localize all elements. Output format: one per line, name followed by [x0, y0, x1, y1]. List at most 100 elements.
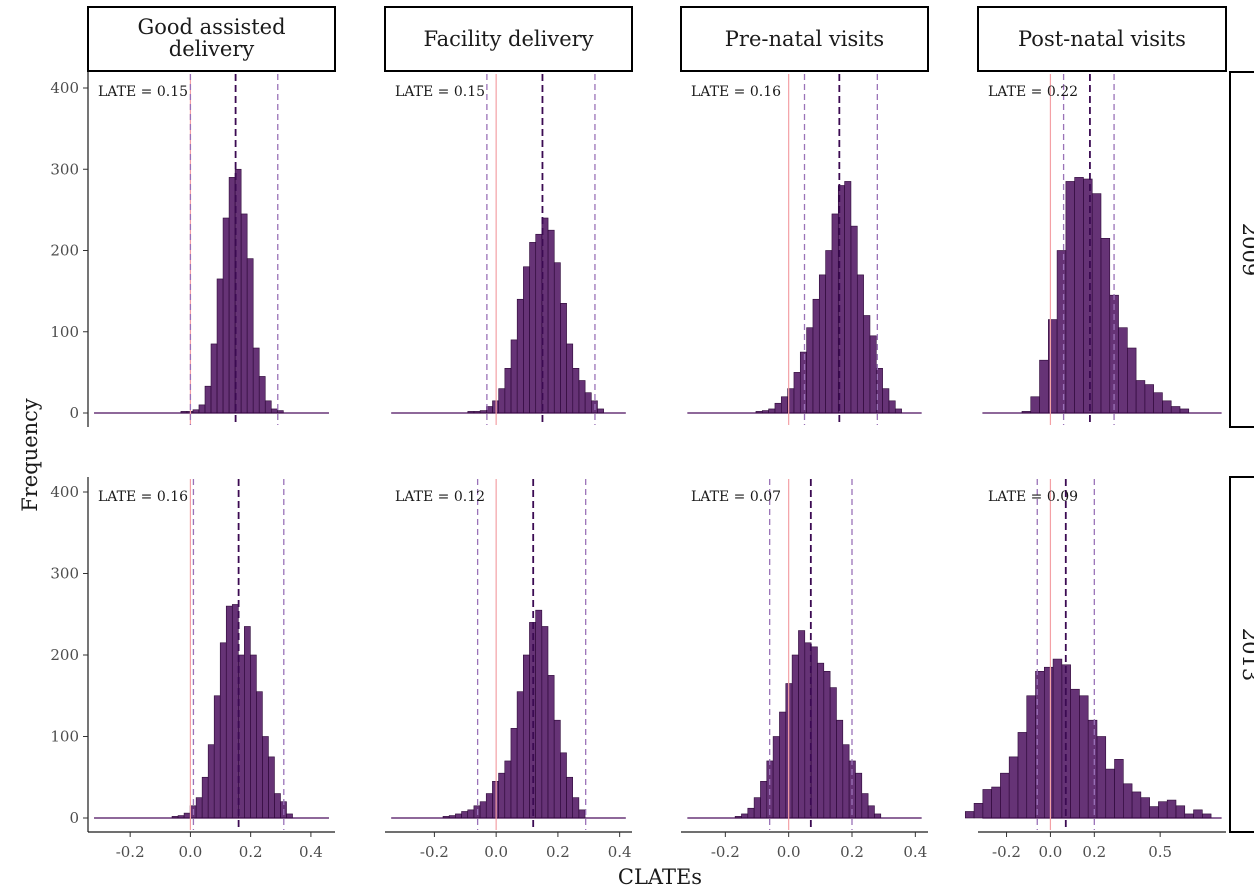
row-strip-box — [1229, 71, 1254, 428]
y-tick-label: 200 — [50, 646, 79, 664]
x-tick-label: 0.4 — [299, 843, 323, 861]
panel: LATE = 0.16 — [94, 479, 329, 830]
histogram-bar — [973, 803, 984, 819]
column-strip-box — [87, 6, 336, 72]
histogram-bar — [262, 736, 269, 819]
histogram-bar — [888, 400, 896, 414]
histogram-bar — [774, 402, 782, 414]
late-label: LATE = 0.07 — [691, 489, 781, 505]
histogram-bar — [817, 662, 825, 819]
y-tick-label: 400 — [50, 79, 79, 97]
histogram-bar — [485, 793, 493, 819]
histogram-bar — [246, 258, 254, 414]
histogram-bar — [1096, 736, 1107, 819]
histogram-bar — [498, 772, 506, 819]
histogram-bar — [1065, 181, 1075, 414]
histogram-bar — [201, 776, 209, 819]
histogram-bar — [1008, 756, 1019, 819]
histogram-bar — [566, 343, 574, 414]
histogram-bar — [274, 793, 281, 819]
histogram-bar — [1091, 193, 1102, 414]
x-tick-label: 0.0 — [484, 843, 508, 861]
histogram-bar — [504, 760, 512, 819]
x-tick-label: 0.2 — [546, 843, 570, 861]
y-tick-label: 0 — [69, 809, 79, 827]
y-tick-label: 300 — [50, 565, 79, 583]
y-axis-title: Frequency — [18, 398, 42, 512]
x-axis-title: CLATEs — [618, 865, 702, 889]
histogram-bar — [991, 786, 1001, 819]
histogram-bar — [867, 805, 875, 819]
late-label: LATE = 0.12 — [395, 489, 485, 505]
histogram-bar — [219, 642, 227, 819]
row-strip-label: 2013 — [1238, 628, 1254, 681]
x-tick-label: 0.0 — [178, 843, 202, 861]
histogram-bar — [964, 811, 975, 819]
histogram-bar — [1026, 695, 1036, 819]
x-tick-label: 0.0 — [1038, 843, 1062, 861]
histogram-bar — [861, 793, 869, 819]
x-tick-label: 0.2 — [239, 843, 263, 861]
histogram-bar — [779, 711, 787, 819]
histogram-bar — [213, 695, 221, 819]
histogram-bar — [286, 813, 293, 819]
histogram-bar — [1021, 411, 1032, 414]
histogram-bar — [780, 396, 788, 414]
x-tick-label: -0.2 — [992, 843, 1021, 861]
histogram-bar — [572, 368, 580, 414]
late-label: LATE = 0.15 — [98, 84, 188, 100]
x-tick-label: 0.0 — [777, 843, 801, 861]
column-strip-label: Pre-natal visits — [725, 27, 884, 51]
x-tick-label: 0.4 — [903, 843, 927, 861]
late-label: LATE = 0.09 — [988, 489, 1078, 505]
histogram-bar — [264, 400, 272, 414]
histogram-bar — [1131, 791, 1142, 819]
histogram-bar — [192, 409, 200, 414]
histogram-bar — [734, 816, 742, 819]
histogram-bar — [492, 781, 499, 819]
histogram-bar — [180, 411, 188, 414]
histogram-bar — [869, 335, 877, 414]
histogram-bar — [1017, 732, 1028, 819]
histogram-bar — [753, 797, 761, 819]
histogram-bar — [1127, 347, 1137, 414]
histogram-bar — [258, 376, 266, 414]
histogram-bar — [541, 626, 549, 819]
column-strip-box — [977, 6, 1227, 72]
histogram-bar — [578, 380, 586, 414]
histogram-bar — [467, 411, 475, 414]
column-strip-box — [384, 6, 633, 72]
panel: LATE = 0.22 — [982, 74, 1222, 425]
histogram-bar — [844, 181, 852, 414]
histogram-bar — [250, 654, 257, 819]
histogram-bar — [855, 772, 863, 819]
histogram-bar — [516, 298, 524, 414]
histogram-bar — [1193, 809, 1203, 819]
histogram-bar — [252, 347, 260, 414]
histogram-bar — [812, 298, 820, 414]
histogram-bar — [1140, 797, 1150, 819]
column-strip-label-line: Good assisted — [137, 15, 285, 39]
histogram-bar — [198, 404, 206, 414]
histogram-bar — [1118, 327, 1128, 414]
histogram-bar — [268, 756, 275, 819]
y-tick-label: 0 — [69, 404, 79, 422]
histogram-bar — [183, 812, 191, 819]
histogram-bar — [755, 411, 763, 414]
panel: LATE = 0.07 — [687, 479, 922, 830]
histogram-bar — [522, 654, 530, 819]
y-tick-label: 300 — [50, 160, 79, 178]
histogram-bar — [448, 815, 456, 819]
x-tick-label: 0.2 — [840, 843, 864, 861]
histogram-bar — [171, 816, 179, 819]
histogram-bar — [1114, 759, 1124, 819]
histogram-bar — [1123, 783, 1133, 819]
histogram-bar — [982, 789, 992, 819]
histogram-bar — [535, 609, 543, 819]
histogram-bar — [225, 605, 233, 819]
histogram-bar — [222, 217, 230, 414]
histogram-bar — [1144, 384, 1154, 414]
column-strip-label: Facility delivery — [423, 27, 593, 51]
histogram-bar — [894, 408, 902, 414]
